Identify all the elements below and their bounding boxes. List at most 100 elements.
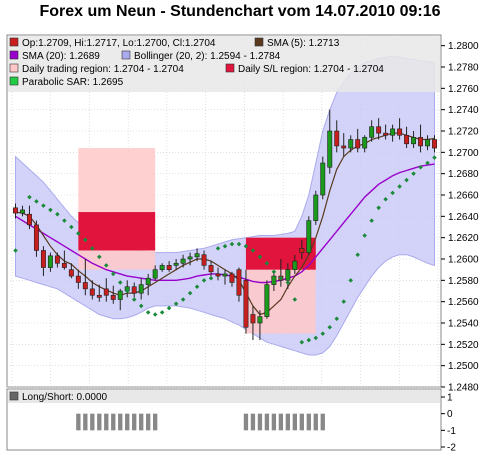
sar-dot <box>348 278 353 283</box>
legend-swatch <box>225 63 235 73</box>
longshort-swatch <box>9 391 19 401</box>
sar-dot <box>13 248 18 253</box>
candle-body <box>96 294 102 298</box>
candle-body <box>61 262 67 268</box>
sar-dot <box>285 280 291 285</box>
y-tick-label: 1.2520 <box>448 340 479 351</box>
candle-body <box>299 248 305 253</box>
y-tick-label: 1.2540 <box>448 319 479 330</box>
sar-dot <box>292 297 298 302</box>
longshort-bar <box>139 413 144 431</box>
legend-label: Bollinger (20, 2): 1.2594 - 1.2784 <box>134 51 281 62</box>
sl-region <box>78 212 156 251</box>
candle-body <box>404 134 410 145</box>
y-tick-label: 1.2720 <box>448 127 479 138</box>
sar-dot <box>320 331 326 336</box>
sar-dot <box>83 237 88 243</box>
candle-body <box>47 255 53 268</box>
sar-dot <box>271 269 277 275</box>
candle-body <box>138 284 144 294</box>
candle-body <box>26 213 32 226</box>
candle-body <box>264 284 270 317</box>
sar-dot <box>355 252 360 257</box>
longshort-bar <box>285 413 291 431</box>
candle-body <box>418 137 424 147</box>
candle-body <box>327 130 333 168</box>
sar-dot <box>145 310 151 315</box>
sar-dot <box>187 290 193 296</box>
sar-dot <box>90 246 95 251</box>
longshort-header <box>8 390 440 403</box>
sar-dot <box>334 316 340 321</box>
candle-body <box>236 269 242 296</box>
longshort-bar <box>90 413 95 431</box>
candle-body <box>89 288 95 296</box>
y-tick-label: 1.2800 <box>448 41 479 52</box>
candle-body <box>390 128 396 136</box>
longshort-bar <box>125 413 130 431</box>
candle-body <box>222 273 228 277</box>
candle-body <box>369 126 375 138</box>
legend-swatch <box>9 50 19 60</box>
candle-body <box>40 250 46 268</box>
sar-dot <box>173 301 179 307</box>
chart-title: Forex um Neun - Stundenchart vom 14.07.2… <box>39 3 441 20</box>
legend-swatch <box>9 37 19 47</box>
sar-dot <box>397 184 402 189</box>
longshort-bar <box>83 413 88 431</box>
candle-body <box>13 207 18 214</box>
candle-body <box>54 255 60 264</box>
y-tick-label: 1.2600 <box>448 255 479 266</box>
candle-body <box>180 258 186 264</box>
y-tick-label: 1.2480 <box>448 383 479 394</box>
candle-body <box>215 273 221 277</box>
legend-label: SMA (20): 1.2689 <box>22 51 100 62</box>
longshort-bar <box>104 413 109 431</box>
legend-label: SMA (5): 1.2713 <box>267 38 340 49</box>
sar-dot <box>55 211 60 217</box>
candle-body <box>110 294 116 300</box>
longshort-bar <box>271 413 277 431</box>
longshort-bar <box>313 413 318 431</box>
candle-body <box>425 139 430 147</box>
candle-body <box>173 262 179 266</box>
sar-dot <box>341 299 346 304</box>
sar-dot <box>418 165 423 170</box>
legend-swatch <box>9 63 19 73</box>
sar-dot <box>27 194 32 200</box>
y-tick-label: 0 <box>447 409 453 420</box>
candle-body <box>285 269 291 281</box>
candle-body <box>117 290 123 300</box>
candle-body <box>341 145 347 149</box>
candle-body <box>306 220 312 253</box>
sar-dot <box>299 339 305 345</box>
sar-dot <box>41 203 46 208</box>
candle-body <box>397 128 403 136</box>
candle-body <box>355 139 361 149</box>
longshort-bar <box>320 413 325 431</box>
longshort-bar <box>111 413 116 431</box>
y-tick-label: 1.2760 <box>448 84 479 95</box>
y-tick-label: 1.2740 <box>448 105 479 116</box>
candle-body <box>20 209 25 214</box>
sar-dot <box>278 275 284 281</box>
sar-dot <box>257 254 263 260</box>
y-tick-label: 1.2680 <box>448 169 479 180</box>
sar-dot <box>34 199 39 204</box>
candle-body <box>432 139 437 149</box>
sar-dot <box>306 337 312 343</box>
candle-body <box>103 288 109 296</box>
longshort-bar <box>152 413 158 431</box>
legend-swatch <box>254 37 264 47</box>
candle-body <box>411 137 417 145</box>
legend-swatch <box>121 50 131 60</box>
candle-body <box>201 254 207 266</box>
sar-dot <box>152 312 158 317</box>
y-tick-label: 1.2640 <box>448 212 479 223</box>
candle-body <box>194 253 200 258</box>
sar-dot <box>110 271 116 277</box>
longshort-bar <box>118 413 123 431</box>
sar-dot <box>327 325 333 330</box>
candle-body <box>68 269 74 277</box>
